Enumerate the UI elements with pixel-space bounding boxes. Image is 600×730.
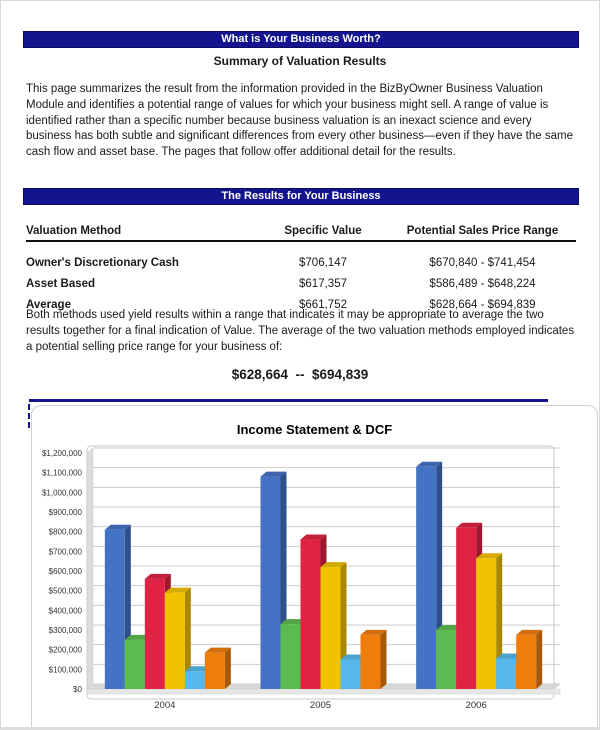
bar-red-2005 xyxy=(300,539,321,689)
bar-orange-2005 xyxy=(360,634,381,689)
y-tick-label: $300,000 xyxy=(49,626,83,635)
bar-light-blue-2004 xyxy=(184,671,205,689)
bar-top-blue-2005 xyxy=(260,471,287,477)
banner-results: The Results for Your Business xyxy=(23,188,579,205)
valuation-table-header: Valuation Method Specific Value Potentia… xyxy=(26,221,576,242)
y-tick-label: $100,000 xyxy=(49,665,83,674)
bar-light-blue-2006 xyxy=(496,658,517,689)
table-row: Owner's Discretionary Cash $706,147 $670,8… xyxy=(26,248,576,269)
income-statement-chart: $0 $100,000 $200,000 $300,000 $400,000 $500,0… xyxy=(31,405,598,727)
header-specific-value: Specific Value xyxy=(284,225,362,237)
bar-top-yellow-2005 xyxy=(320,562,347,568)
cell-price-range: $628,664 - $694,839 xyxy=(429,299,536,311)
horizontal-rule xyxy=(29,399,548,402)
bar-top-light-blue-2005 xyxy=(340,654,367,660)
final-price-range: $628,664 -- $694,839 xyxy=(231,367,369,382)
x-category-label: 2005 xyxy=(310,700,331,711)
valuation-table: Valuation Method Specific Value Potentia… xyxy=(26,221,576,311)
cell-specific-value: $617,357 xyxy=(299,278,347,290)
bar-side-yellow-2004 xyxy=(184,587,191,689)
y-tick-label: $200,000 xyxy=(49,646,83,655)
header-valuation-method: Valuation Method xyxy=(26,225,122,237)
bar-orange-2004 xyxy=(204,652,225,689)
header-price-range: Potential Sales Price Range xyxy=(406,225,559,237)
y-tick-label: $800,000 xyxy=(49,528,83,537)
bar-red-2004 xyxy=(144,578,165,689)
bar-top-red-2005 xyxy=(300,534,327,540)
y-tick-label: $700,000 xyxy=(49,547,83,556)
bar-top-yellow-2004 xyxy=(164,587,191,593)
cell-price-range: $670,840 - $741,454 xyxy=(429,257,536,269)
y-tick-label: $1,200,000 xyxy=(42,449,83,458)
table-row: Average $661,752 $628,664 - $694,839 xyxy=(26,290,576,311)
y-tick-label: $400,000 xyxy=(49,606,83,615)
chart-selection-dash-marker xyxy=(28,404,30,428)
bar-top-light-blue-2004 xyxy=(184,666,211,672)
y-tick-label: $600,000 xyxy=(49,567,83,576)
bar-top-yellow-2006 xyxy=(476,553,503,559)
bar-yellow-2004 xyxy=(164,592,185,689)
y-tick-label: $500,000 xyxy=(49,587,83,596)
bar-green-2005 xyxy=(280,624,301,689)
bar-red-2006 xyxy=(456,527,477,689)
y-tick-label: $0 xyxy=(73,685,82,694)
table-row: Asset Based $617,357 $586,489 - $648,224 xyxy=(26,269,576,290)
bar-light-blue-2005 xyxy=(340,659,361,689)
chart-svg: $0 $100,000 $200,000 $300,000 $400,000 $500,0… xyxy=(42,445,561,711)
bar-top-blue-2004 xyxy=(104,524,131,530)
bar-top-green-2005 xyxy=(280,619,307,625)
bar-orange-2006 xyxy=(516,634,537,689)
bar-yellow-2005 xyxy=(320,567,341,689)
bar-green-2006 xyxy=(436,630,457,689)
cell-specific-value: $706,147 xyxy=(299,257,347,269)
chart-title: Income Statement & DCF xyxy=(236,422,393,437)
bar-blue-2006 xyxy=(416,466,437,689)
banner-business-worth: What is Your Business Worth? xyxy=(23,31,579,48)
intro-paragraph: This page summarizes the result from the… xyxy=(26,83,573,159)
bar-side-orange-2006 xyxy=(536,629,543,689)
cell-specific-value: $661,752 xyxy=(299,299,347,311)
cell-method: Asset Based xyxy=(26,278,96,290)
bar-top-green-2006 xyxy=(436,625,463,630)
y-tick-label: $1,100,000 xyxy=(42,469,83,478)
bar-top-orange-2004 xyxy=(204,647,231,653)
bar-top-red-2006 xyxy=(456,522,483,528)
bar-top-light-blue-2006 xyxy=(496,653,523,659)
cell-method: Average xyxy=(26,299,71,311)
bar-top-orange-2005 xyxy=(360,629,387,635)
cell-price-range: $586,489 - $648,224 xyxy=(429,278,536,290)
valuation-table-body: Owner's Discretionary Cash $706,147 $670,8… xyxy=(26,248,576,311)
bar-green-2004 xyxy=(124,639,145,689)
y-tick-label: $900,000 xyxy=(49,508,83,517)
bar-side-orange-2004 xyxy=(224,647,231,689)
bar-blue-2005 xyxy=(260,476,281,689)
x-category-label: 2004 xyxy=(154,700,175,711)
bar-top-orange-2006 xyxy=(516,629,543,635)
bar-blue-2004 xyxy=(104,529,125,689)
bar-top-red-2004 xyxy=(144,573,171,579)
bar-yellow-2006 xyxy=(476,558,497,689)
page-title: Summary of Valuation Results xyxy=(213,54,387,68)
bar-side-orange-2005 xyxy=(380,629,387,689)
x-category-label: 2006 xyxy=(466,700,487,711)
conclusion-paragraph: Both methods used yield results within a… xyxy=(26,309,575,353)
y-tick-label: $1,000,000 xyxy=(42,488,83,497)
bar-top-blue-2006 xyxy=(416,461,443,467)
bar-top-green-2004 xyxy=(124,634,151,640)
cell-method: Owner's Discretionary Cash xyxy=(26,257,179,269)
